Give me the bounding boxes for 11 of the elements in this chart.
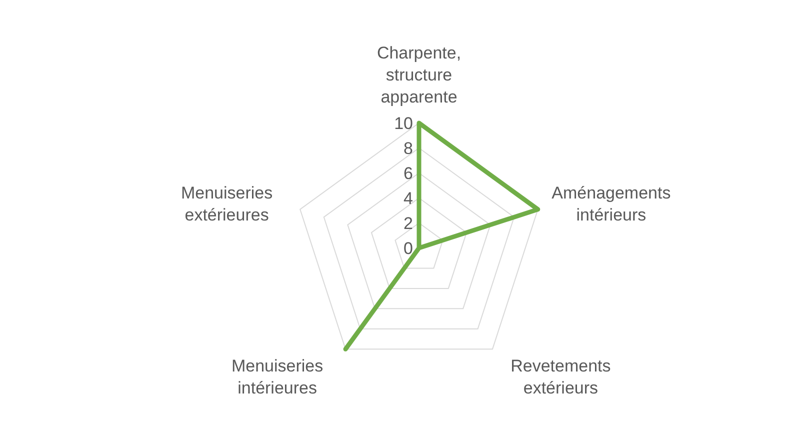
spoke-label: Menuiseries extérieures [180, 183, 273, 224]
y-tick-label: 4 [404, 188, 413, 208]
y-tick-label: 2 [404, 214, 413, 233]
y-tick-label: 10 [394, 114, 413, 133]
y-tick-label: 8 [404, 138, 413, 158]
y-tick-label: 6 [404, 164, 413, 183]
spoke-label: Charpente, structure apparente [376, 43, 462, 106]
y-tick-label: 0 [404, 238, 413, 258]
spoke-label: Menuiseries intérieures [231, 356, 324, 398]
spoke-label: Revetements extérieurs [510, 356, 611, 398]
spoke-label: Aménagements intérieurs [552, 183, 671, 224]
